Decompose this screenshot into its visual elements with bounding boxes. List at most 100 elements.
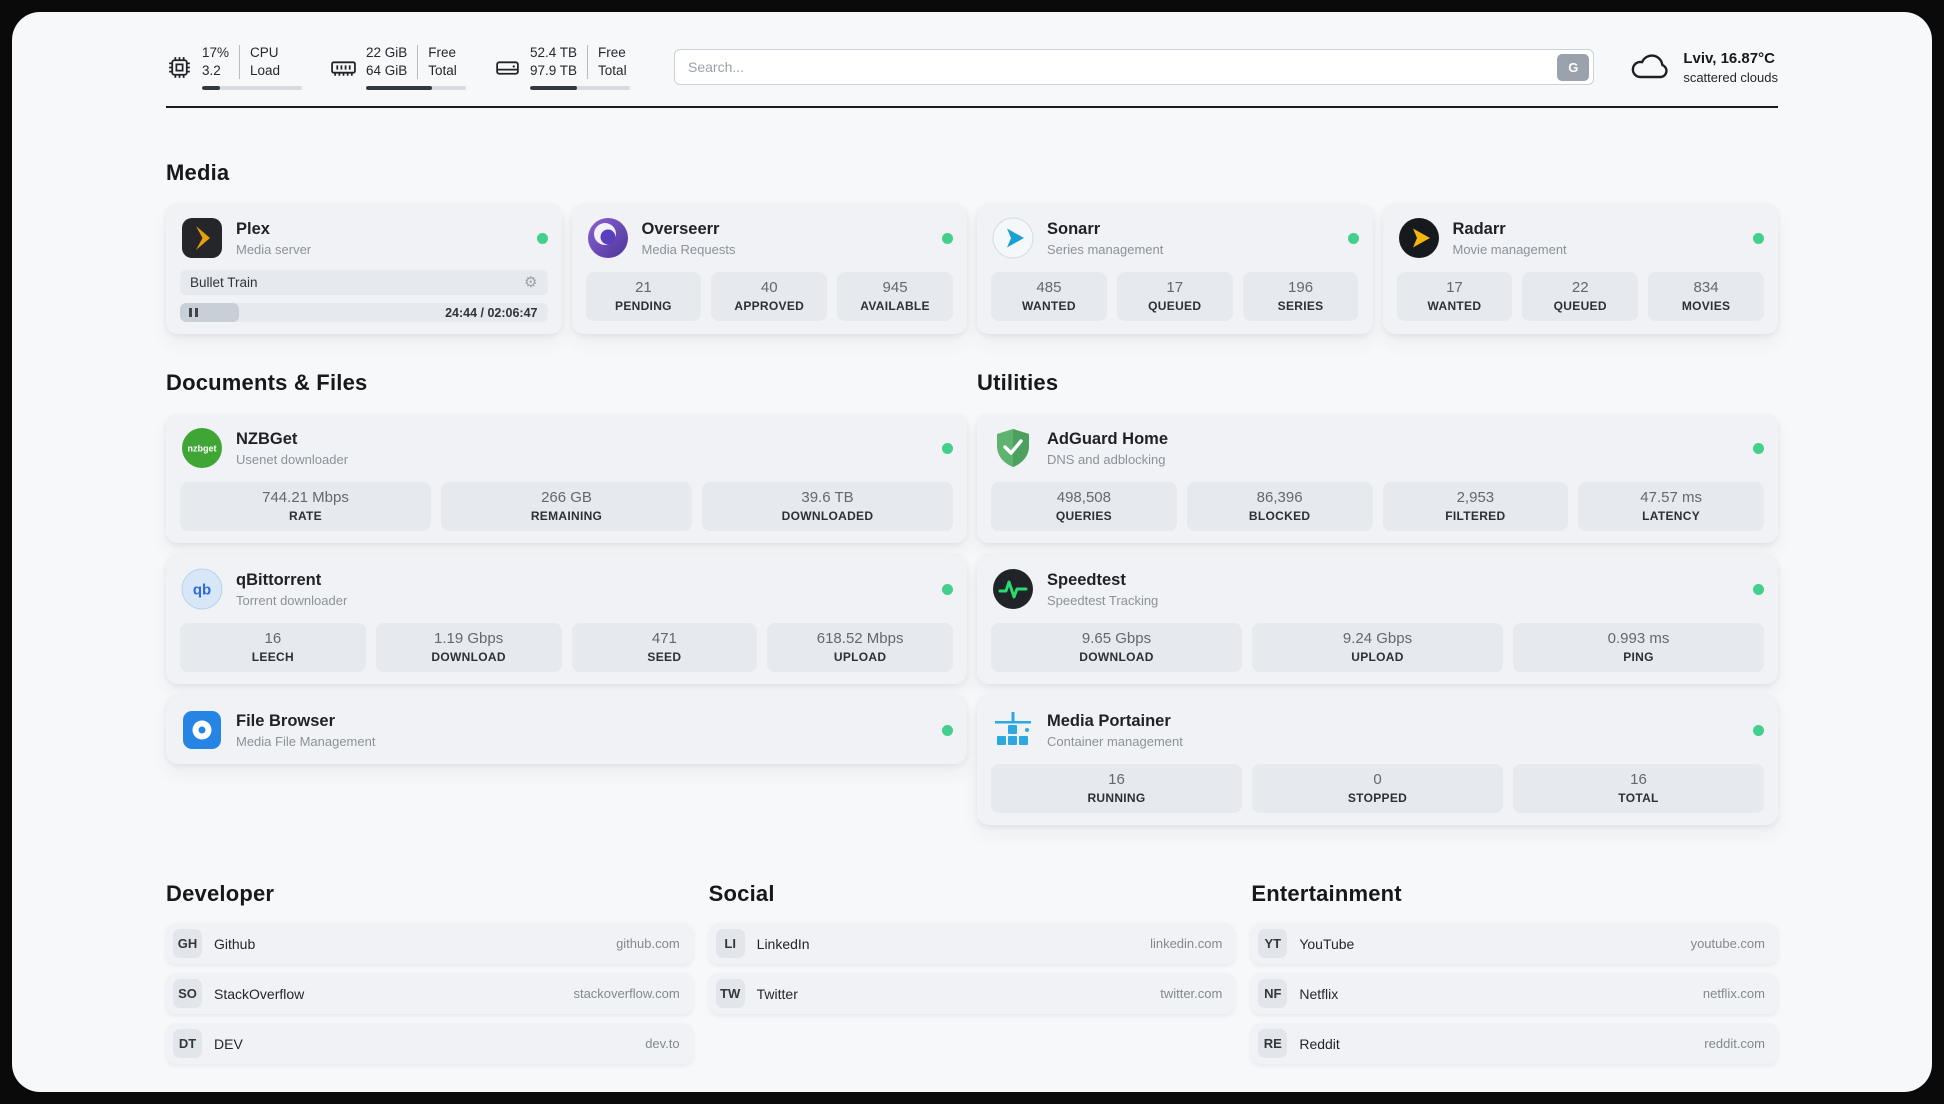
cpu-progress-bar <box>202 86 302 91</box>
search-engine-button[interactable]: G <box>1557 53 1590 81</box>
section-title-social: Social <box>708 881 775 907</box>
stat-approved: 40 APPROVED <box>711 272 828 322</box>
link-url: reddit.com <box>1704 1036 1765 1052</box>
search-input[interactable] <box>675 53 1558 82</box>
stat-remaining: 266 GB REMAINING <box>441 482 692 532</box>
link-url: twitter.com <box>1160 986 1223 1002</box>
app-card-adguard[interactable]: AdGuard Home DNS and adblocking 498,508 … <box>977 414 1778 544</box>
app-name: NZBGet <box>236 429 298 448</box>
gear-icon[interactable]: ⚙ <box>524 274 538 292</box>
disk-values: 52.4 TB 97.9 TB <box>530 45 578 79</box>
link-stackoverflow[interactable]: SO StackOverflow stackoverflow.com <box>166 973 693 1015</box>
link-url: netflix.com <box>1702 986 1765 1002</box>
memory-icon <box>330 54 357 81</box>
status-online-dot <box>942 583 953 595</box>
stat-blocked: 86,396 BLOCKED <box>1186 482 1373 532</box>
app-subtitle: Media File Management <box>236 733 376 749</box>
stat-downloaded: 39.6 TB DOWNLOADED <box>702 482 953 532</box>
linkedin-badge: LI <box>715 929 745 959</box>
svg-text:nzbget: nzbget <box>188 444 217 454</box>
stat-running: 16 RUNNING <box>991 764 1242 814</box>
playback-progress-bar[interactable]: 24:44 / 02:06:47 <box>180 303 548 323</box>
app-subtitle: Media Requests <box>641 241 736 257</box>
app-card-speedtest[interactable]: Speedtest Speedtest Tracking 9.65 Gbps D… <box>977 555 1778 685</box>
disk-progress-bar <box>530 86 630 91</box>
app-card-plex[interactable]: Plex Media server Bullet Train ⚙ 24:44 /… <box>166 204 562 335</box>
github-badge: GH <box>173 929 202 959</box>
cpu-values: 17% 3.2 <box>202 45 230 79</box>
disk-icon <box>494 54 521 81</box>
stat-movies: 834 MOVIES <box>1648 272 1764 322</box>
dev-badge: DT <box>173 1029 202 1059</box>
app-name: File Browser <box>236 711 336 730</box>
now-playing-title: Bullet Train <box>190 275 258 291</box>
ram-widget: 22 GiB 64 GiB Free Total <box>330 44 466 91</box>
app-subtitle: Container management <box>1047 733 1183 749</box>
status-online-dot <box>1753 442 1764 454</box>
weather-condition: scattered clouds <box>1683 69 1778 85</box>
app-card-qbittorrent[interactable]: qb qBittorrent Torrent downloader 16 LEE… <box>166 555 967 685</box>
stat-queued: 17 QUEUED <box>1116 272 1233 322</box>
app-card-overseerr[interactable]: Overseerr Media Requests 21 PENDING 40 A… <box>571 204 967 335</box>
overseerr-icon <box>586 216 630 260</box>
stat-queued: 22 QUEUED <box>1522 272 1639 322</box>
reddit-badge: RE <box>1258 1029 1288 1059</box>
link-url: linkedin.com <box>1150 936 1223 952</box>
status-online-dot <box>1347 232 1359 244</box>
link-url: youtube.com <box>1690 936 1765 952</box>
cloud-icon <box>1628 48 1672 87</box>
portainer-icon <box>991 708 1035 752</box>
app-subtitle: Series management <box>1047 241 1164 257</box>
link-label: Reddit <box>1299 1035 1340 1052</box>
documents-column: Documents & Files nzbget NZBGet U <box>166 334 967 825</box>
app-name: Radarr <box>1452 219 1506 238</box>
status-online-dot <box>942 442 953 454</box>
ram-values: 22 GiB 64 GiB <box>366 45 408 79</box>
app-name: qBittorrent <box>236 570 322 589</box>
app-name: Speedtest <box>1047 570 1126 589</box>
app-card-portainer[interactable]: Media Portainer Container management 16 … <box>977 696 1778 826</box>
stat-filtered: 2,953 FILTERED <box>1382 482 1569 532</box>
link-label: DEV <box>214 1035 243 1052</box>
stat-total: 16 TOTAL <box>1513 764 1764 814</box>
netflix-badge: NF <box>1258 979 1288 1009</box>
app-subtitle: Speedtest Tracking <box>1047 592 1159 608</box>
app-name: Media Portainer <box>1047 711 1171 730</box>
link-label: Twitter <box>756 985 798 1002</box>
nzbget-icon: nzbget <box>180 426 224 470</box>
disk-widget: 52.4 TB 97.9 TB Free Total <box>494 44 630 91</box>
status-online-dot <box>942 232 953 244</box>
cpu-chip-icon <box>166 54 193 81</box>
link-youtube[interactable]: YT YouTube youtube.com <box>1251 923 1778 965</box>
weather-widget: Lviv, 16.87°C scattered clouds <box>1628 48 1778 87</box>
pause-icon[interactable] <box>189 308 198 318</box>
section-title-documents: Documents & Files <box>166 370 368 396</box>
link-twitter[interactable]: TW Twitter twitter.com <box>708 973 1236 1015</box>
filebrowser-icon <box>180 708 224 752</box>
link-label: LinkedIn <box>756 935 810 952</box>
link-netflix[interactable]: NF Netflix netflix.com <box>1251 973 1778 1015</box>
app-subtitle: DNS and adblocking <box>1047 451 1166 467</box>
app-name: AdGuard Home <box>1047 429 1169 448</box>
app-card-filebrowser[interactable]: File Browser Media File Management <box>166 696 967 765</box>
stat-rate: 744.21 Mbps RATE <box>180 482 431 532</box>
app-card-nzbget[interactable]: nzbget NZBGet Usenet downloader 744.21 M… <box>166 414 967 544</box>
link-github[interactable]: GH Github github.com <box>166 923 693 965</box>
playback-time: 24:44 / 02:06:47 <box>445 305 538 320</box>
stat-pending: 21 PENDING <box>585 272 702 322</box>
stat-queries: 498,508 QUERIES <box>991 482 1177 532</box>
link-dev[interactable]: DT DEV dev.to <box>166 1023 693 1065</box>
link-linkedin[interactable]: LI LinkedIn linkedin.com <box>708 923 1236 965</box>
app-name: Overseerr <box>641 219 720 238</box>
link-label: Github <box>214 935 256 952</box>
header-divider <box>166 106 1778 109</box>
app-card-radarr[interactable]: Radarr Movie management 17 WANTED 22 QUE… <box>1382 204 1778 335</box>
search-bar: G <box>674 49 1595 86</box>
stat-ping: 0.993 ms PING <box>1513 623 1764 673</box>
disk-labels: Free Total <box>598 45 627 79</box>
dashboard-app: 17% 3.2 CPU Load <box>12 12 1932 1092</box>
link-reddit[interactable]: RE Reddit reddit.com <box>1251 1023 1778 1065</box>
twitter-badge: TW <box>715 979 745 1009</box>
app-card-sonarr[interactable]: Sonarr Series management 485 WANTED 17 Q… <box>977 204 1373 335</box>
section-title-utilities: Utilities <box>977 370 1059 396</box>
